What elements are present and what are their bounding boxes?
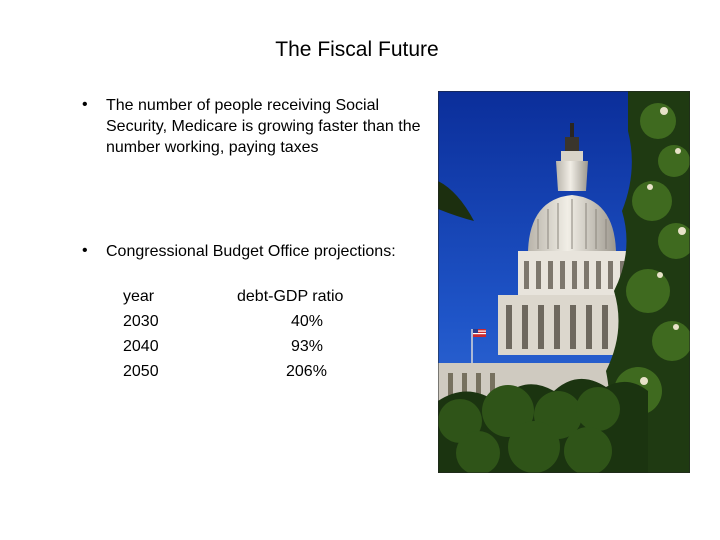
bullet-text-cbo: Congressional Budget Office projections:	[106, 243, 396, 260]
header-year: year	[123, 288, 155, 305]
bullet-marker: •	[82, 96, 88, 113]
cell-ratio: 40%	[291, 313, 324, 330]
slide-title: The Fiscal Future	[275, 38, 439, 61]
cell-ratio: 93%	[291, 338, 324, 355]
header-debt-gdp-ratio: debt-GDP ratio	[237, 288, 344, 305]
cell-ratio: 206%	[286, 363, 327, 380]
cell-year: 2030	[123, 313, 159, 330]
cell-year: 2040	[123, 338, 159, 355]
cell-year: 2050	[123, 363, 159, 380]
bullet-marker: •	[82, 242, 88, 259]
bullet-text-entitlements: The number of people receiving Social Se…	[106, 97, 421, 156]
capitol-photo	[438, 91, 690, 473]
